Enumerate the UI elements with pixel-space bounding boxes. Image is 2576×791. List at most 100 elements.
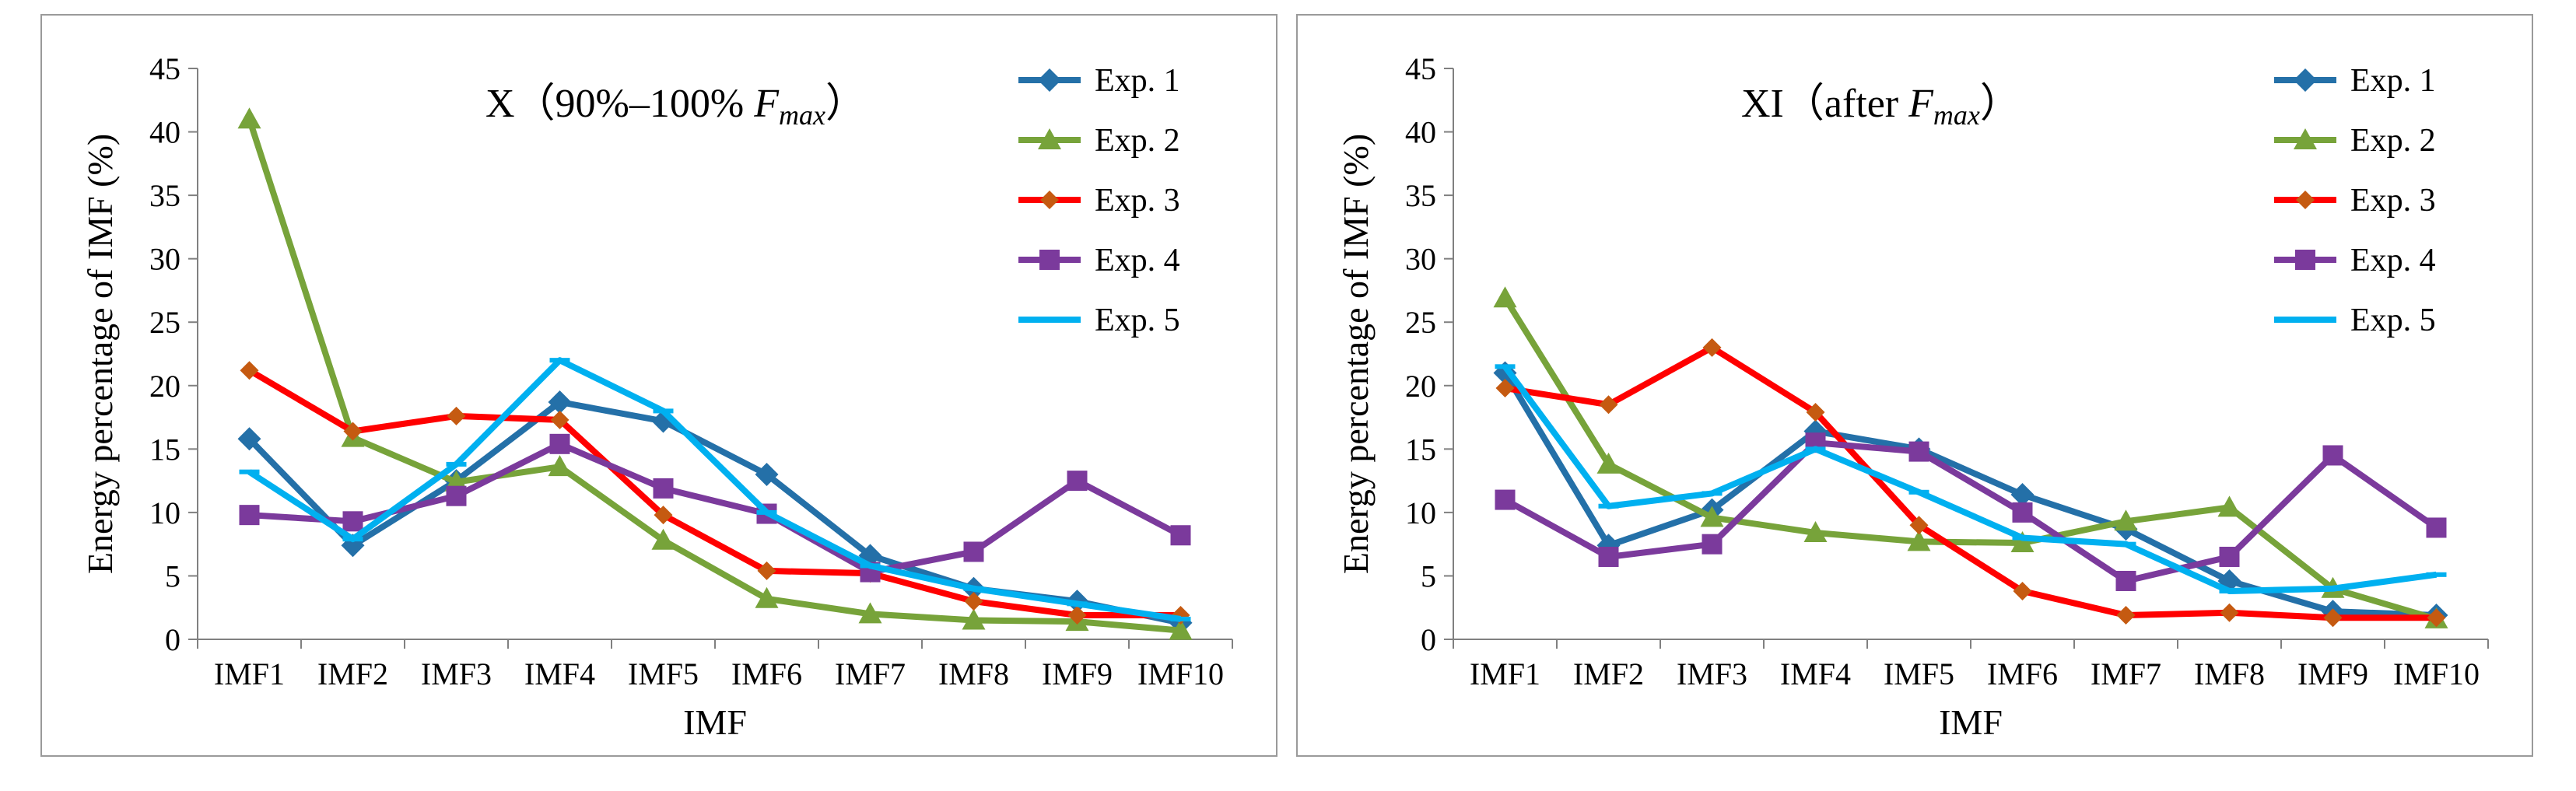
data-point (549, 358, 570, 363)
legend-swatch-marker (2295, 317, 2315, 322)
y-tick-label: 30 (149, 242, 180, 277)
data-point (963, 586, 984, 591)
legend-label: Exp. 1 (1095, 63, 1180, 99)
legend-entry: Exp. 1 (2274, 63, 2436, 99)
data-point (1067, 606, 1087, 625)
data-point (2010, 483, 2035, 507)
data-point (756, 509, 777, 515)
data-point (2012, 502, 2033, 523)
y-tick-label: 5 (1421, 558, 1436, 593)
legend-swatch-marker (2295, 250, 2315, 270)
x-tick-label: IMF5 (628, 656, 699, 691)
data-point (550, 410, 570, 429)
chart-title-sub: max (779, 100, 825, 131)
y-tick-label: 15 (1405, 432, 1436, 467)
data-point (1495, 364, 1516, 369)
y-tick-label: 25 (1405, 305, 1436, 340)
data-point (2322, 586, 2343, 591)
series-5 (239, 357, 1191, 622)
y-tick-label: 40 (1405, 115, 1436, 150)
y-tick-label: 40 (149, 115, 180, 150)
x-tick-label: IMF6 (731, 656, 802, 691)
data-point (1598, 546, 1619, 567)
chart-right-svg: 0 5 10 15 20 25 30 35 40 45 IMF1 IMF2 IMF3 IMF4 IMF5 IM… (1336, 51, 2489, 742)
legend-swatch-marker (2294, 68, 2317, 92)
data-point (1803, 520, 1828, 542)
data-point (548, 455, 572, 477)
legend-label: Exp. 4 (1095, 243, 1180, 278)
data-point (446, 461, 467, 467)
data-point (2426, 517, 2447, 538)
legend-swatch-marker (2294, 128, 2317, 149)
data-point (1909, 516, 1929, 535)
legend-entry: Exp. 3 (2274, 183, 2436, 219)
y-tick-label: 45 (1405, 51, 1436, 86)
data-point (755, 462, 779, 486)
data-point (1702, 338, 1722, 357)
data-point (2427, 608, 2446, 628)
y-tick-label: 20 (149, 369, 180, 404)
x-tick-label: IMF10 (2393, 656, 2480, 691)
data-point (2220, 603, 2239, 622)
data-point (1067, 471, 1088, 492)
x-tick-label: IMF2 (1573, 656, 1644, 691)
chart-title: XI（after Fmax） (1741, 82, 2020, 131)
data-point (1598, 503, 1619, 509)
data-point (1596, 452, 1621, 474)
series-line (246, 118, 1181, 634)
series-line (1502, 371, 2437, 619)
data-point (654, 506, 673, 525)
series-2 (1493, 286, 2448, 628)
legend-label: Exp. 5 (2350, 303, 2436, 338)
legend-swatch-marker (2296, 191, 2315, 209)
legend-entry: Exp. 1 (1018, 63, 1180, 99)
data-point (653, 408, 674, 414)
data-point (2012, 535, 2033, 541)
legend-label: Exp. 2 (1095, 123, 1180, 159)
y-tick-label: 5 (165, 558, 180, 593)
data-point (651, 409, 675, 433)
data-point (1169, 618, 1193, 640)
data-point (962, 608, 986, 630)
data-point (446, 485, 467, 506)
y-tick-label: 10 (1405, 495, 1436, 530)
legend-label: Exp. 1 (2350, 63, 2436, 99)
data-point (548, 390, 572, 414)
legend-swatch-marker (1038, 68, 1061, 92)
series-line (247, 367, 1181, 619)
y-tick-label: 15 (149, 432, 180, 467)
series-4 (1495, 432, 2447, 591)
x-tick-label: IMF9 (1042, 656, 1113, 691)
data-point (963, 541, 984, 562)
x-tick-label: IMF9 (2297, 656, 2368, 691)
y-tick-label: 0 (1421, 622, 1436, 657)
data-point (1700, 506, 1724, 527)
data-point (2115, 541, 2136, 547)
legend-entry: Exp. 5 (1018, 303, 1180, 338)
data-point (1067, 601, 1088, 607)
data-point (1493, 286, 1517, 308)
series-2 (237, 107, 1193, 640)
data-point (239, 505, 260, 526)
legend-entry: Exp. 4 (2274, 243, 2436, 278)
series-line (249, 440, 1183, 576)
legend-entry: Exp. 5 (2274, 303, 2436, 338)
series-line (1503, 439, 2438, 584)
legend-entry: Exp. 3 (1018, 183, 1180, 219)
legend-label: Exp. 3 (1095, 183, 1180, 219)
y-tick-label: 35 (149, 178, 180, 213)
chart-title-prefix: XI（after (1741, 82, 1908, 126)
data-point (858, 602, 882, 624)
chart-title: X（90%–100% Fmax） (485, 82, 866, 131)
x-tick-label: IMF4 (524, 656, 595, 691)
data-point (342, 537, 363, 542)
legend-label: Exp. 2 (2350, 123, 2436, 159)
data-point (447, 406, 466, 425)
data-point (755, 586, 779, 608)
data-point (2219, 589, 2240, 594)
data-point (1908, 489, 1929, 495)
y-axis-title: Energy percentage of IMF (%) (80, 134, 120, 574)
chart-title-suffix: ） (1980, 82, 2020, 126)
x-tick-label: IMF2 (317, 656, 388, 691)
x-tick-label: IMF5 (1884, 656, 1954, 691)
